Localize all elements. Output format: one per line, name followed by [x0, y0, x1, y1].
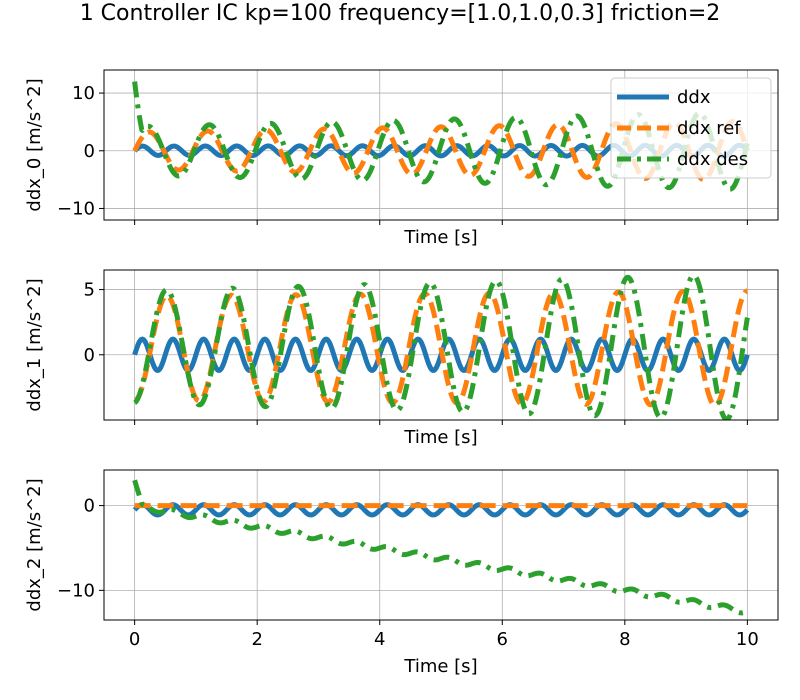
x-tick-label: 10 [736, 629, 759, 650]
x-tick-label: 4 [374, 629, 385, 650]
legend-box [610, 77, 772, 179]
y-axis-label: ddx_2 [m/s^2] [24, 478, 45, 611]
x-axis-label: Time [s] [403, 227, 477, 248]
axes-frame [103, 469, 779, 621]
x-axis-label: Time [s] [403, 427, 477, 448]
legend-label: ddx des [677, 149, 748, 170]
figure-title: 1 Controller IC kp=100 frequency=[1.0,1.… [80, 1, 721, 26]
y-tick-label: −10 [57, 198, 95, 219]
subplot-1: 0 5 Time [s] ddx_1 [m/s^2] [24, 269, 779, 448]
y-axis-label: ddx_0 [m/s^2] [24, 78, 45, 211]
y-axis-label: ddx_1 [m/s^2] [24, 278, 45, 411]
y-tick-label: 0 [84, 345, 95, 366]
legend-label: ddx [677, 87, 711, 108]
y-tick-label: 10 [72, 83, 95, 104]
x-tick-label: 0 [129, 629, 140, 650]
series-line-2 [132, 479, 750, 616]
legend: ddx ddx ref ddx des [610, 77, 772, 179]
subplot-2: 0 2 4 6 8 10 −10 0 Time [s] ddx_2 [m/s^2] [24, 469, 779, 677]
y-tick-label: 0 [84, 496, 95, 517]
axes-frame [103, 269, 779, 421]
y-tick-label: 5 [84, 280, 95, 301]
series-line-1 [132, 288, 750, 408]
legend-label: ddx ref [677, 118, 741, 139]
y-tick-label: 0 [84, 141, 95, 162]
x-tick-label: 2 [251, 629, 262, 650]
y-tick-label: −10 [57, 580, 95, 601]
x-tick-label: 8 [619, 629, 630, 650]
axes-frame [103, 69, 779, 221]
x-tick-label: 6 [497, 629, 508, 650]
x-axis-label: Time [s] [403, 656, 477, 677]
